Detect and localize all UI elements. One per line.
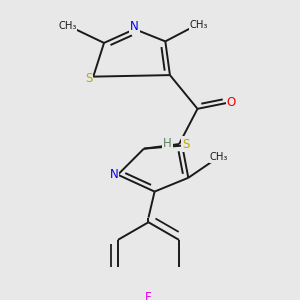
Text: CH₃: CH₃: [58, 21, 76, 31]
Text: O: O: [226, 96, 236, 109]
Text: CH₃: CH₃: [190, 20, 208, 29]
Text: S: S: [85, 72, 92, 85]
Text: F: F: [145, 291, 152, 300]
Text: CH₃: CH₃: [210, 152, 228, 162]
Text: H: H: [163, 137, 172, 150]
Text: S: S: [182, 138, 190, 151]
Text: N: N: [130, 20, 139, 33]
Text: N: N: [182, 137, 190, 150]
Text: N: N: [110, 168, 118, 181]
